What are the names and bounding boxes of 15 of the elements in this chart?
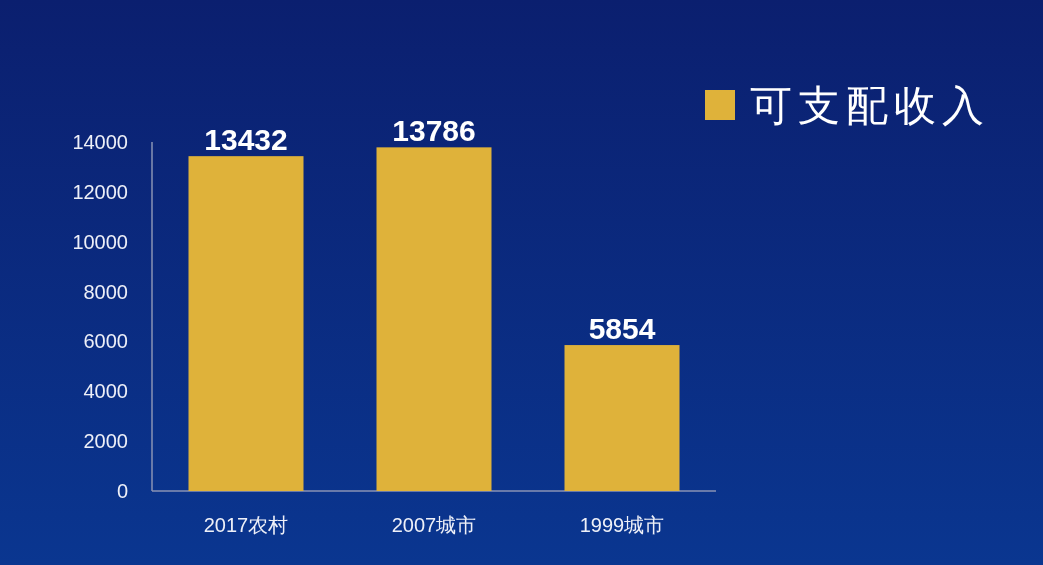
y-tick-label: 6000	[83, 330, 128, 353]
y-tick-label: 8000	[83, 280, 128, 303]
data-label: 13432	[204, 123, 288, 157]
y-tick-label: 14000	[72, 131, 128, 153]
x-tick-label: 2007城市	[391, 514, 477, 536]
y-tick-label: 2000	[83, 430, 128, 453]
y-tick-label: 10000	[72, 230, 128, 253]
y-tick-label: 0	[116, 480, 128, 502]
x-tick-label: 1999城市	[579, 514, 665, 536]
y-tick-label: 12000	[72, 180, 128, 203]
x-tick-label: 2017农村	[203, 514, 289, 536]
data-label: 5854	[588, 312, 656, 346]
data-label: 13786	[392, 114, 476, 148]
y-tick-label: 4000	[83, 380, 128, 403]
legend-label: 可支配收入	[750, 83, 990, 129]
